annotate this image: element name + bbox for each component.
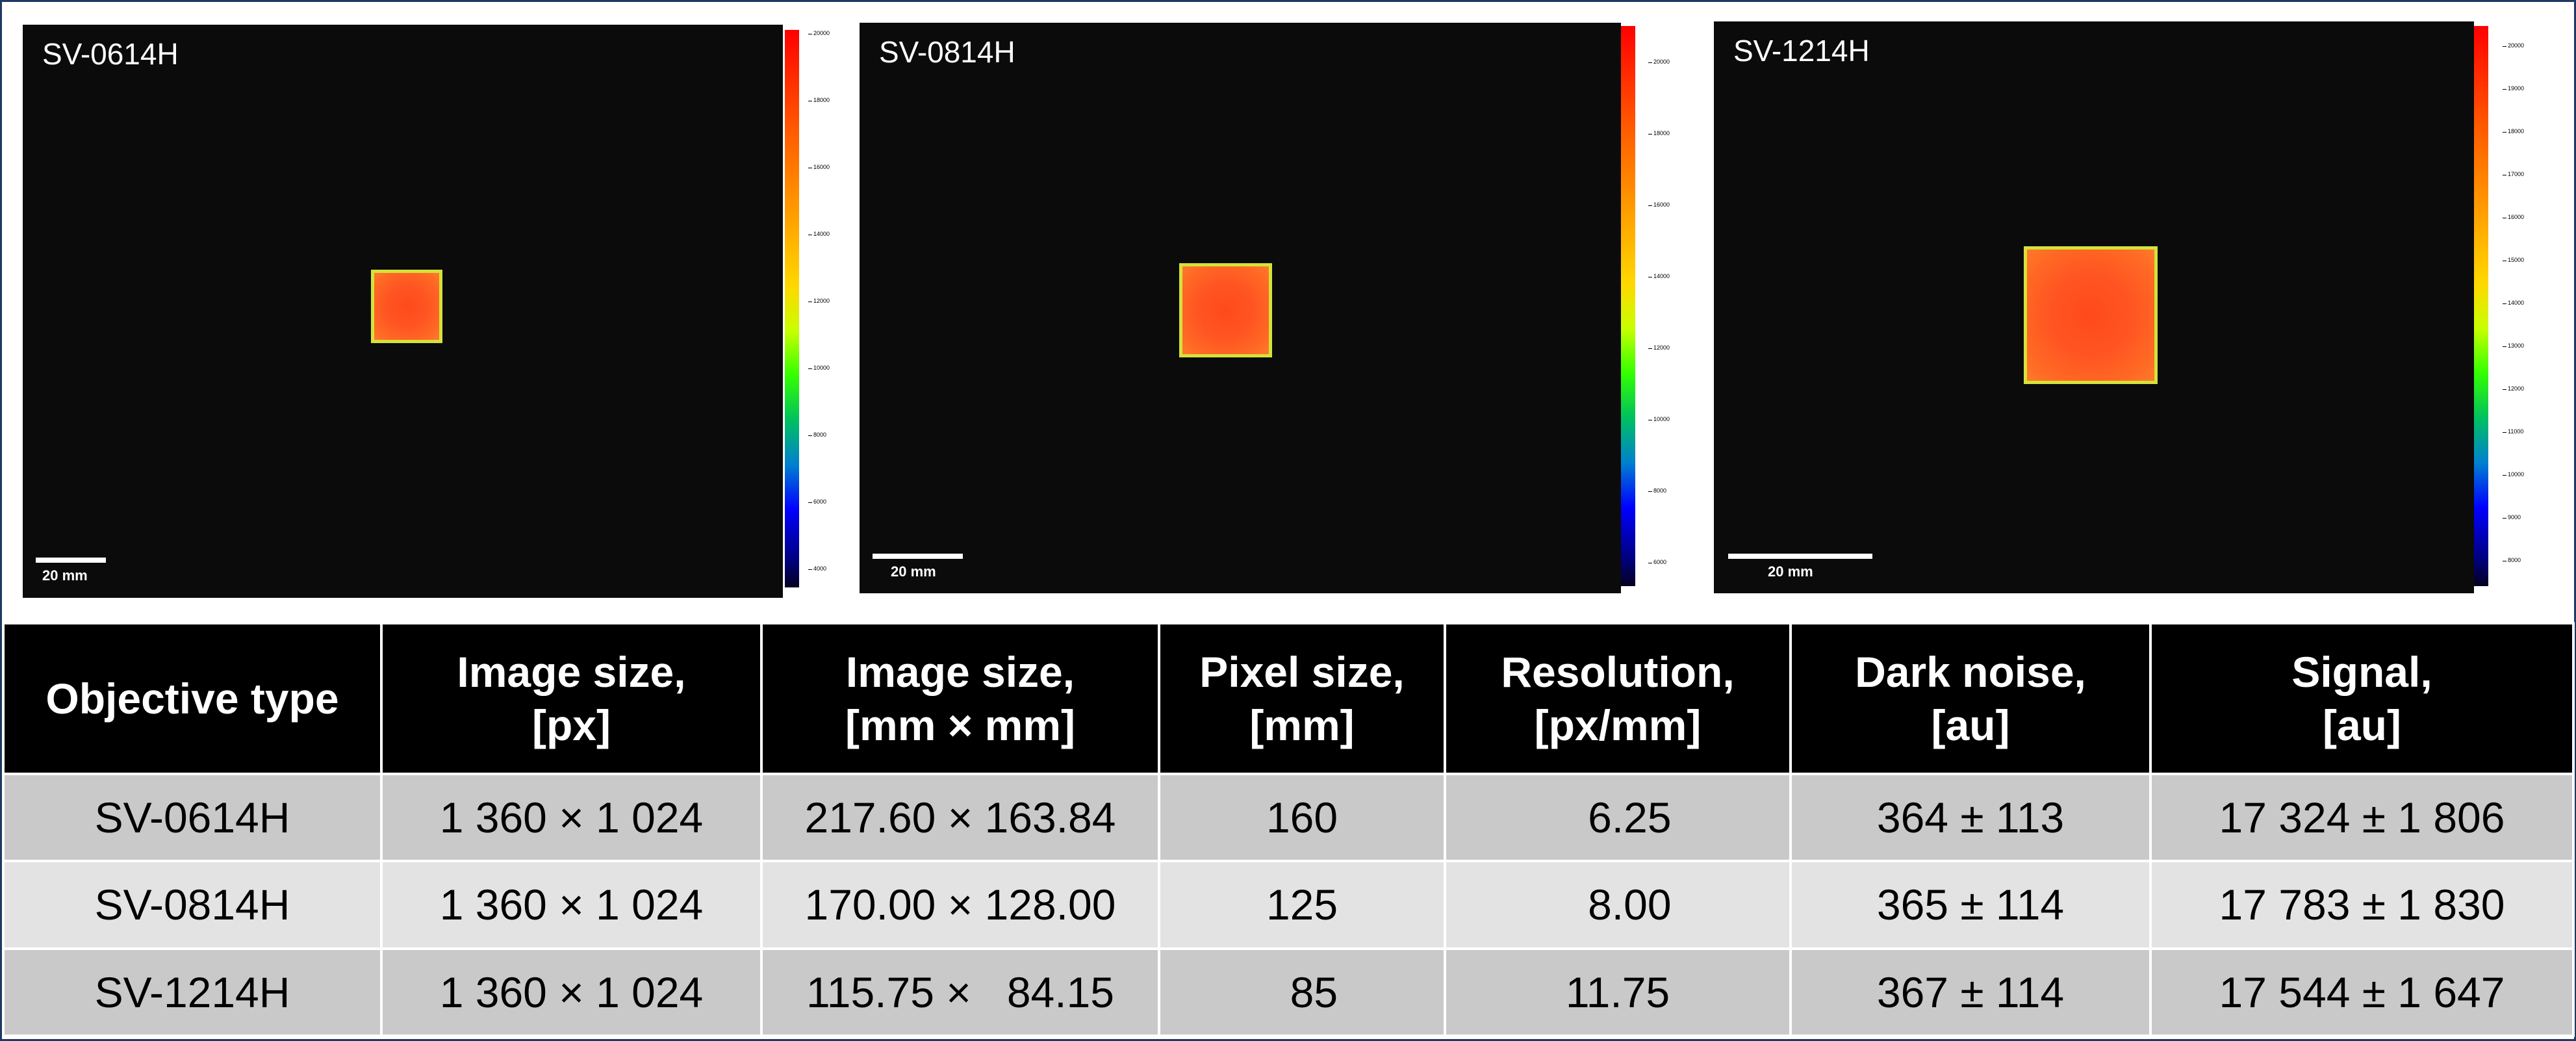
colorbar-tick: 12000 xyxy=(1648,344,1670,351)
header-dark-noise: Dark noise, [au] xyxy=(1789,622,2152,775)
cell-signal: 17 324 ± 1 806 xyxy=(2149,772,2575,863)
colorbar-tick: 14000 xyxy=(1648,273,1670,279)
cell-signal: 17 783 ± 1 830 xyxy=(2149,860,2575,950)
scale-bar xyxy=(36,558,106,563)
header-unit: [px/mm] xyxy=(1534,701,1702,749)
colorbar-tick: 13000 xyxy=(2502,342,2525,349)
illuminated-square xyxy=(2024,246,2158,384)
cell-image-size-mm: 217.60 × 163.84 xyxy=(760,772,1160,863)
cell-image-size-px: 1 360 × 1 024 xyxy=(380,860,763,950)
cell-image-size-px: 1 360 × 1 024 xyxy=(380,772,763,863)
colorbar-tick: 16000 xyxy=(1648,201,1670,208)
colorbar-tick: 16000 xyxy=(808,164,830,170)
header-unit: [au] xyxy=(1931,701,2010,749)
colorbar-tick: 14000 xyxy=(2502,300,2525,306)
illuminated-square xyxy=(1179,263,1272,357)
panel-label: SV-0614H xyxy=(42,37,179,71)
cell-resolution: 11.75 xyxy=(1444,947,1792,1038)
cell-image-size-mm: 170.00 × 128.00 xyxy=(760,860,1160,950)
colorbar-tick: 10000 xyxy=(808,365,830,371)
header-resolution: Resolution, [px/mm] xyxy=(1444,622,1792,775)
colorbar-tick: 12000 xyxy=(808,298,830,304)
objective-comparison-table: Objective type Image size, [px] Image siz… xyxy=(2,622,2575,1038)
scale-bar-label: 20 mm xyxy=(1768,563,1813,580)
colorbar-tick: 17000 xyxy=(2502,171,2525,177)
cell-objective-type: SV-1214H xyxy=(2,947,383,1038)
colorbar-tick: 16000 xyxy=(2502,214,2525,220)
table-row: SV-0614H 1 360 × 1 024 217.60 × 163.84 1… xyxy=(2,772,2575,863)
cell-resolution: 6.25 xyxy=(1444,772,1792,863)
cell-dark-noise: 364 ± 113 xyxy=(1789,772,2152,863)
image-panel-sv-1214h: SV-1214H 20 mm xyxy=(1714,21,2474,593)
colorbar-tick: 20000 xyxy=(808,30,830,36)
scale-bar-label: 20 mm xyxy=(891,563,936,580)
table-row: SV-1214H 1 360 × 1 024 115.75 × 84.15 85… xyxy=(2,947,2575,1038)
cell-dark-noise: 365 ± 114 xyxy=(1789,860,2152,950)
header-unit: [mm] xyxy=(1249,701,1355,749)
colorbar xyxy=(785,30,799,587)
header-line: Dark noise, xyxy=(1855,647,2086,696)
table-row: SV-0814H 1 360 × 1 024 170.00 × 128.00 1… xyxy=(2,860,2575,950)
scale-bar xyxy=(873,554,963,559)
cell-objective-type: SV-0614H xyxy=(2,772,383,863)
cell-pixel-size: 160 xyxy=(1158,772,1446,863)
colorbar-tick: 11000 xyxy=(2502,428,2524,435)
header-pixel-size: Pixel size, [mm] xyxy=(1158,622,1446,775)
cell-signal: 17 544 ± 1 647 xyxy=(2149,947,2575,1038)
colorbar-tick: 8000 xyxy=(1648,487,1667,494)
colorbar-tick: 18000 xyxy=(808,97,830,103)
scale-bar xyxy=(1728,554,1872,559)
colorbar-tick: 6000 xyxy=(808,498,827,505)
colorbar-tick: 18000 xyxy=(1648,130,1670,136)
cell-image-size-mm: 115.75 × 84.15 xyxy=(760,947,1160,1038)
header-image-size-px: Image size, [px] xyxy=(380,622,763,775)
header-signal: Signal, [au] xyxy=(2149,622,2575,775)
cell-dark-noise: 367 ± 114 xyxy=(1789,947,2152,1038)
header-unit: [mm × mm] xyxy=(845,701,1075,749)
header-line: Image size, xyxy=(457,647,686,696)
colorbar-tick: 20000 xyxy=(2502,42,2525,49)
colorbar-tick: 8000 xyxy=(808,431,827,438)
colorbar-tick: 10000 xyxy=(2502,471,2525,478)
colorbar-tick: 20000 xyxy=(1648,58,1670,65)
header-image-size-mm: Image size, [mm × mm] xyxy=(760,622,1160,775)
image-panel-sv-0814h: SV-0814H 20 mm xyxy=(860,23,1621,593)
header-line: Objective type xyxy=(45,674,339,723)
panel-label: SV-0814H xyxy=(879,35,1015,69)
header-line: Resolution, xyxy=(1501,647,1735,696)
scale-bar-label: 20 mm xyxy=(42,567,88,584)
header-line: Image size, xyxy=(845,647,1075,696)
panel-label: SV-1214H xyxy=(1733,34,1870,68)
colorbar-tick: 15000 xyxy=(2502,257,2525,263)
cell-objective-type: SV-0814H xyxy=(2,860,383,950)
colorbar-tick: 4000 xyxy=(808,565,827,572)
colorbar-tick: 19000 xyxy=(2502,85,2525,92)
colorbar xyxy=(1621,26,1635,586)
colorbar-tick: 18000 xyxy=(2502,128,2525,135)
header-unit: [au] xyxy=(2323,701,2401,749)
cell-image-size-px: 1 360 × 1 024 xyxy=(380,947,763,1038)
colorbar-tick: 10000 xyxy=(1648,416,1670,422)
header-line: Pixel size, xyxy=(1199,647,1405,696)
colorbar-tick: 14000 xyxy=(808,231,830,237)
image-panel-sv-0614h: SV-0614H 20 mm xyxy=(23,25,783,598)
colorbar-tick: 12000 xyxy=(2502,385,2525,392)
header-line: Signal, xyxy=(2291,647,2432,696)
colorbar-tick: 9000 xyxy=(2502,514,2521,520)
table-header-row: Objective type Image size, [px] Image siz… xyxy=(2,622,2575,775)
cell-pixel-size: 125 xyxy=(1158,860,1446,950)
colorbar-tick: 6000 xyxy=(1648,559,1667,565)
header-objective-type: Objective type xyxy=(2,622,383,775)
illuminated-square xyxy=(371,270,442,343)
cell-pixel-size: 85 xyxy=(1158,947,1446,1038)
cell-resolution: 8.00 xyxy=(1444,860,1792,950)
colorbar xyxy=(2474,26,2488,586)
header-unit: [px] xyxy=(532,701,611,749)
colorbar-tick: 8000 xyxy=(2502,557,2521,563)
